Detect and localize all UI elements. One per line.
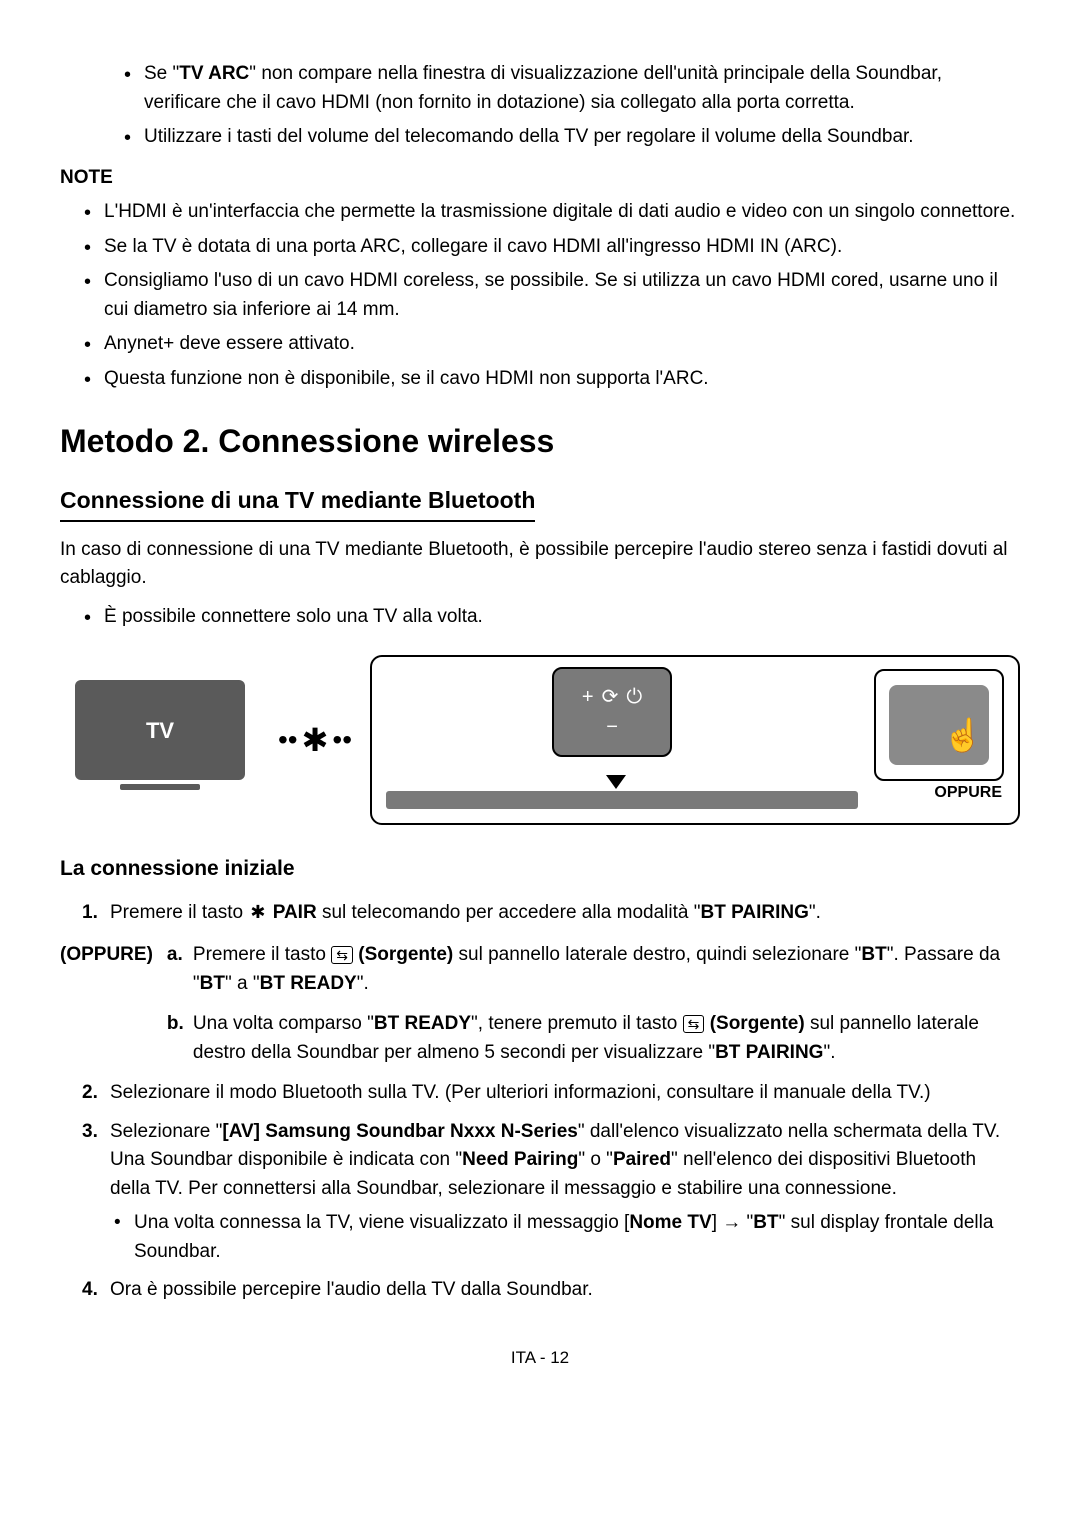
bluetooth-icon: ✱ <box>250 899 265 926</box>
touch-panel-icon <box>874 669 1004 781</box>
page-footer: ITA - 12 <box>60 1345 1020 1371</box>
intro-bullets: Se "TV ARC" non compare nella finestra d… <box>120 60 1020 152</box>
note-bullets: L'HDMI è un'interfaccia che permette la … <box>80 198 1020 393</box>
note-bullet-5: Questa funzione non è disponibile, se il… <box>80 365 1020 394</box>
soundbar-icon <box>386 791 858 809</box>
note-bullet-2: Se la TV è dotata di una porta ARC, coll… <box>80 233 1020 262</box>
numbered-steps: Premere il tasto ✱ PAIR sul telecomando … <box>82 899 1020 928</box>
step-1: Premere il tasto ✱ PAIR sul telecomando … <box>82 899 1020 928</box>
diagram-row: TV ••✱•• +⟳⏻ − OPPURE <box>60 655 1020 825</box>
intro-bullet-2: Utilizzare i tasti del volume del teleco… <box>120 123 1020 152</box>
heading-1: Metodo 2. Connessione wireless <box>60 417 1020 465</box>
tv-screen: TV <box>75 680 245 780</box>
oppure-section: (OPPURE) a. Premere il tasto ⇆ (Sorgente… <box>60 941 1020 1079</box>
intro-paragraph: In caso di connessione di una TV mediant… <box>60 536 1020 593</box>
arrow-down-icon <box>606 775 626 789</box>
substep-a: a. Premere il tasto ⇆ (Sorgente) sul pan… <box>167 941 1020 998</box>
tv-icon: TV <box>60 680 260 800</box>
numbered-steps-cont: Selezionare il modo Bluetooth sulla TV. … <box>82 1079 1020 1305</box>
substep-b: b. Una volta comparso "BT READY", tenere… <box>167 1010 1020 1067</box>
intro2-bullets: È possibile connettere solo una TV alla … <box>80 603 1020 632</box>
step-3: Selezionare "[AV] Samsung Soundbar Nxxx … <box>82 1118 1020 1267</box>
intro2-bullet: È possibile connettere solo una TV alla … <box>80 603 1020 632</box>
main-diagram: +⟳⏻ − OPPURE <box>370 655 1020 825</box>
remote-icon: +⟳⏻ − <box>552 667 672 757</box>
step-2: Selezionare il modo Bluetooth sulla TV. … <box>82 1079 1020 1108</box>
source-icon: ⇆ <box>683 1015 705 1034</box>
intro-bullet-1: Se "TV ARC" non compare nella finestra d… <box>120 60 1020 117</box>
heading-3: La connessione iniziale <box>60 853 1020 885</box>
source-icon: ⇆ <box>331 946 353 965</box>
note-bullet-1: L'HDMI è un'interfaccia che permette la … <box>80 198 1020 227</box>
heading-2: Connessione di una TV mediante Bluetooth <box>60 483 535 522</box>
note-label: NOTE <box>60 164 1020 193</box>
bluetooth-signal-icon: ••✱•• <box>278 716 352 764</box>
note-bullet-3: Consigliamo l'uso di un cavo HDMI corele… <box>80 267 1020 324</box>
note-bullet-4: Anynet+ deve essere attivato. <box>80 330 1020 359</box>
step-3-sub: Una volta connessa la TV, viene visualiz… <box>110 1209 1020 1266</box>
oppure-tag: (OPPURE) <box>60 941 153 970</box>
step-4: Ora è possibile percepire l'audio della … <box>82 1276 1020 1305</box>
oppure-label: OPPURE <box>934 781 1002 805</box>
